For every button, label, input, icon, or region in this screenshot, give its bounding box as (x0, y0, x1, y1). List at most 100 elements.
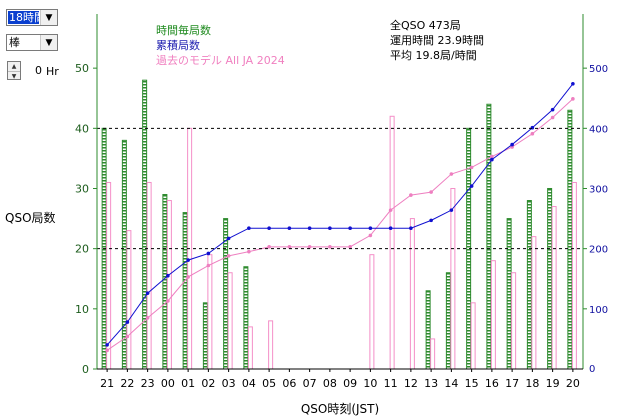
model-cumulative-point (307, 245, 312, 249)
cumulative-point (510, 142, 514, 147)
x-tick-label: 09 (343, 377, 357, 390)
cumulative-point (328, 226, 332, 231)
offset-spinner[interactable]: ▲ ▼ (7, 61, 21, 80)
model-cumulative-line (106, 98, 574, 351)
summary-hours: 運用時間 23.9時間 (390, 34, 484, 47)
legend-entry: 過去のモデル All JA 2024 (156, 53, 285, 67)
model-cumulative-point (166, 299, 170, 303)
qso-bar (202, 302, 208, 370)
qso-bar (243, 266, 249, 370)
x-tick-label: 05 (262, 377, 276, 390)
model-bar (369, 254, 375, 370)
cumulative-point (125, 320, 130, 324)
model-cumulative-point (226, 254, 231, 258)
cumulative-point (368, 226, 373, 231)
x-tick-label: 15 (465, 377, 479, 390)
left-tick-label: 20 (75, 243, 89, 256)
model-bar (126, 230, 132, 370)
cumulative-point (287, 226, 292, 231)
chart-type-select[interactable]: 棒 ▼ (6, 34, 58, 51)
x-tick-label: 18 (525, 377, 539, 390)
cumulative-point (166, 273, 170, 278)
model-bar (470, 302, 476, 370)
spin-down-icon[interactable]: ▼ (11, 73, 17, 80)
offset-input[interactable]: 0 (22, 61, 42, 80)
qso-bar (142, 79, 148, 370)
model-cumulative-point (571, 97, 575, 101)
x-tick-label: 14 (444, 377, 458, 390)
lines-layer (105, 81, 575, 353)
x-tick-label: 03 (222, 377, 236, 390)
left-tick-label: 40 (75, 122, 89, 135)
legend-entry: 累積局数 (156, 38, 200, 52)
spin-up-icon[interactable]: ▲ (8, 62, 20, 72)
model-bar (511, 272, 517, 370)
cumulative-point (550, 107, 555, 112)
x-tick-label: 19 (546, 377, 560, 390)
qso-bar (182, 212, 188, 370)
model-cumulative-point (388, 208, 393, 212)
model-bar (166, 200, 172, 370)
x-tick-label: 16 (485, 377, 499, 390)
axes-layer (93, 14, 587, 372)
chart-type-select-value: 棒 (9, 36, 20, 49)
x-tick-label: 00 (161, 377, 175, 390)
model-cumulative-point (530, 131, 535, 136)
model-bar (207, 254, 213, 370)
x-tick-label: 21 (100, 377, 114, 390)
offset-unit-label: Hr (46, 62, 62, 81)
cumulative-point (530, 125, 535, 130)
qso-bar (526, 200, 532, 370)
model-cumulative-point (469, 165, 474, 170)
qso-bar (121, 139, 127, 370)
model-cumulative-point (368, 233, 373, 238)
model-cumulative-point (145, 316, 150, 320)
x-tick-label: 07 (303, 377, 317, 390)
qso-bar (506, 218, 512, 370)
model-cumulative-point (429, 190, 433, 194)
model-cumulative-point (287, 245, 292, 249)
cumulative-point (145, 291, 150, 295)
cumulative-point (348, 226, 352, 231)
x-tick-label: 01 (181, 377, 195, 390)
cumulative-point (571, 81, 575, 86)
cumulative-point (388, 226, 393, 231)
hours-select[interactable]: 18時間 ▼ (6, 9, 58, 26)
qso-bar (567, 109, 573, 370)
left-tick-label: 30 (75, 182, 89, 195)
model-cumulative-point (125, 334, 130, 339)
x-tick-label: 23 (141, 377, 155, 390)
x-tick-label: 17 (505, 377, 519, 390)
x-tick-label: 04 (242, 377, 256, 390)
x-axis-title: QSO時刻(JST) (301, 402, 379, 416)
model-cumulative-point (105, 348, 109, 353)
cumulative-point (429, 218, 433, 223)
cumulative-point (449, 208, 454, 212)
cumulative-point (409, 226, 413, 231)
qso-bar (445, 272, 451, 370)
x-tick-label: 02 (201, 377, 215, 390)
right-tick-label: 100 (589, 305, 608, 316)
bars-layer (101, 79, 577, 370)
legend-entry: 時間毎局数 (156, 24, 211, 37)
model-bar (389, 115, 395, 370)
left-tick-label: 0 (82, 363, 89, 376)
cumulative-point (105, 343, 109, 347)
right-tick-label: 500 (589, 64, 608, 75)
right-tick-label: 400 (589, 124, 608, 135)
hours-select-value: 18時間 (8, 11, 39, 24)
model-bar (227, 272, 233, 370)
chevron-down-icon[interactable]: ▼ (40, 35, 57, 50)
cumulative-point (247, 226, 251, 231)
model-cumulative-point (247, 249, 251, 254)
model-bar (409, 218, 415, 370)
qso-bar (547, 187, 553, 370)
qso-bar (486, 103, 492, 370)
right-tick-label-zero: 0 (589, 364, 595, 375)
right-tick-label: 300 (589, 184, 608, 195)
model-cumulative-point (550, 115, 555, 120)
model-cumulative-point (267, 245, 271, 249)
chevron-down-icon[interactable]: ▼ (40, 10, 57, 25)
